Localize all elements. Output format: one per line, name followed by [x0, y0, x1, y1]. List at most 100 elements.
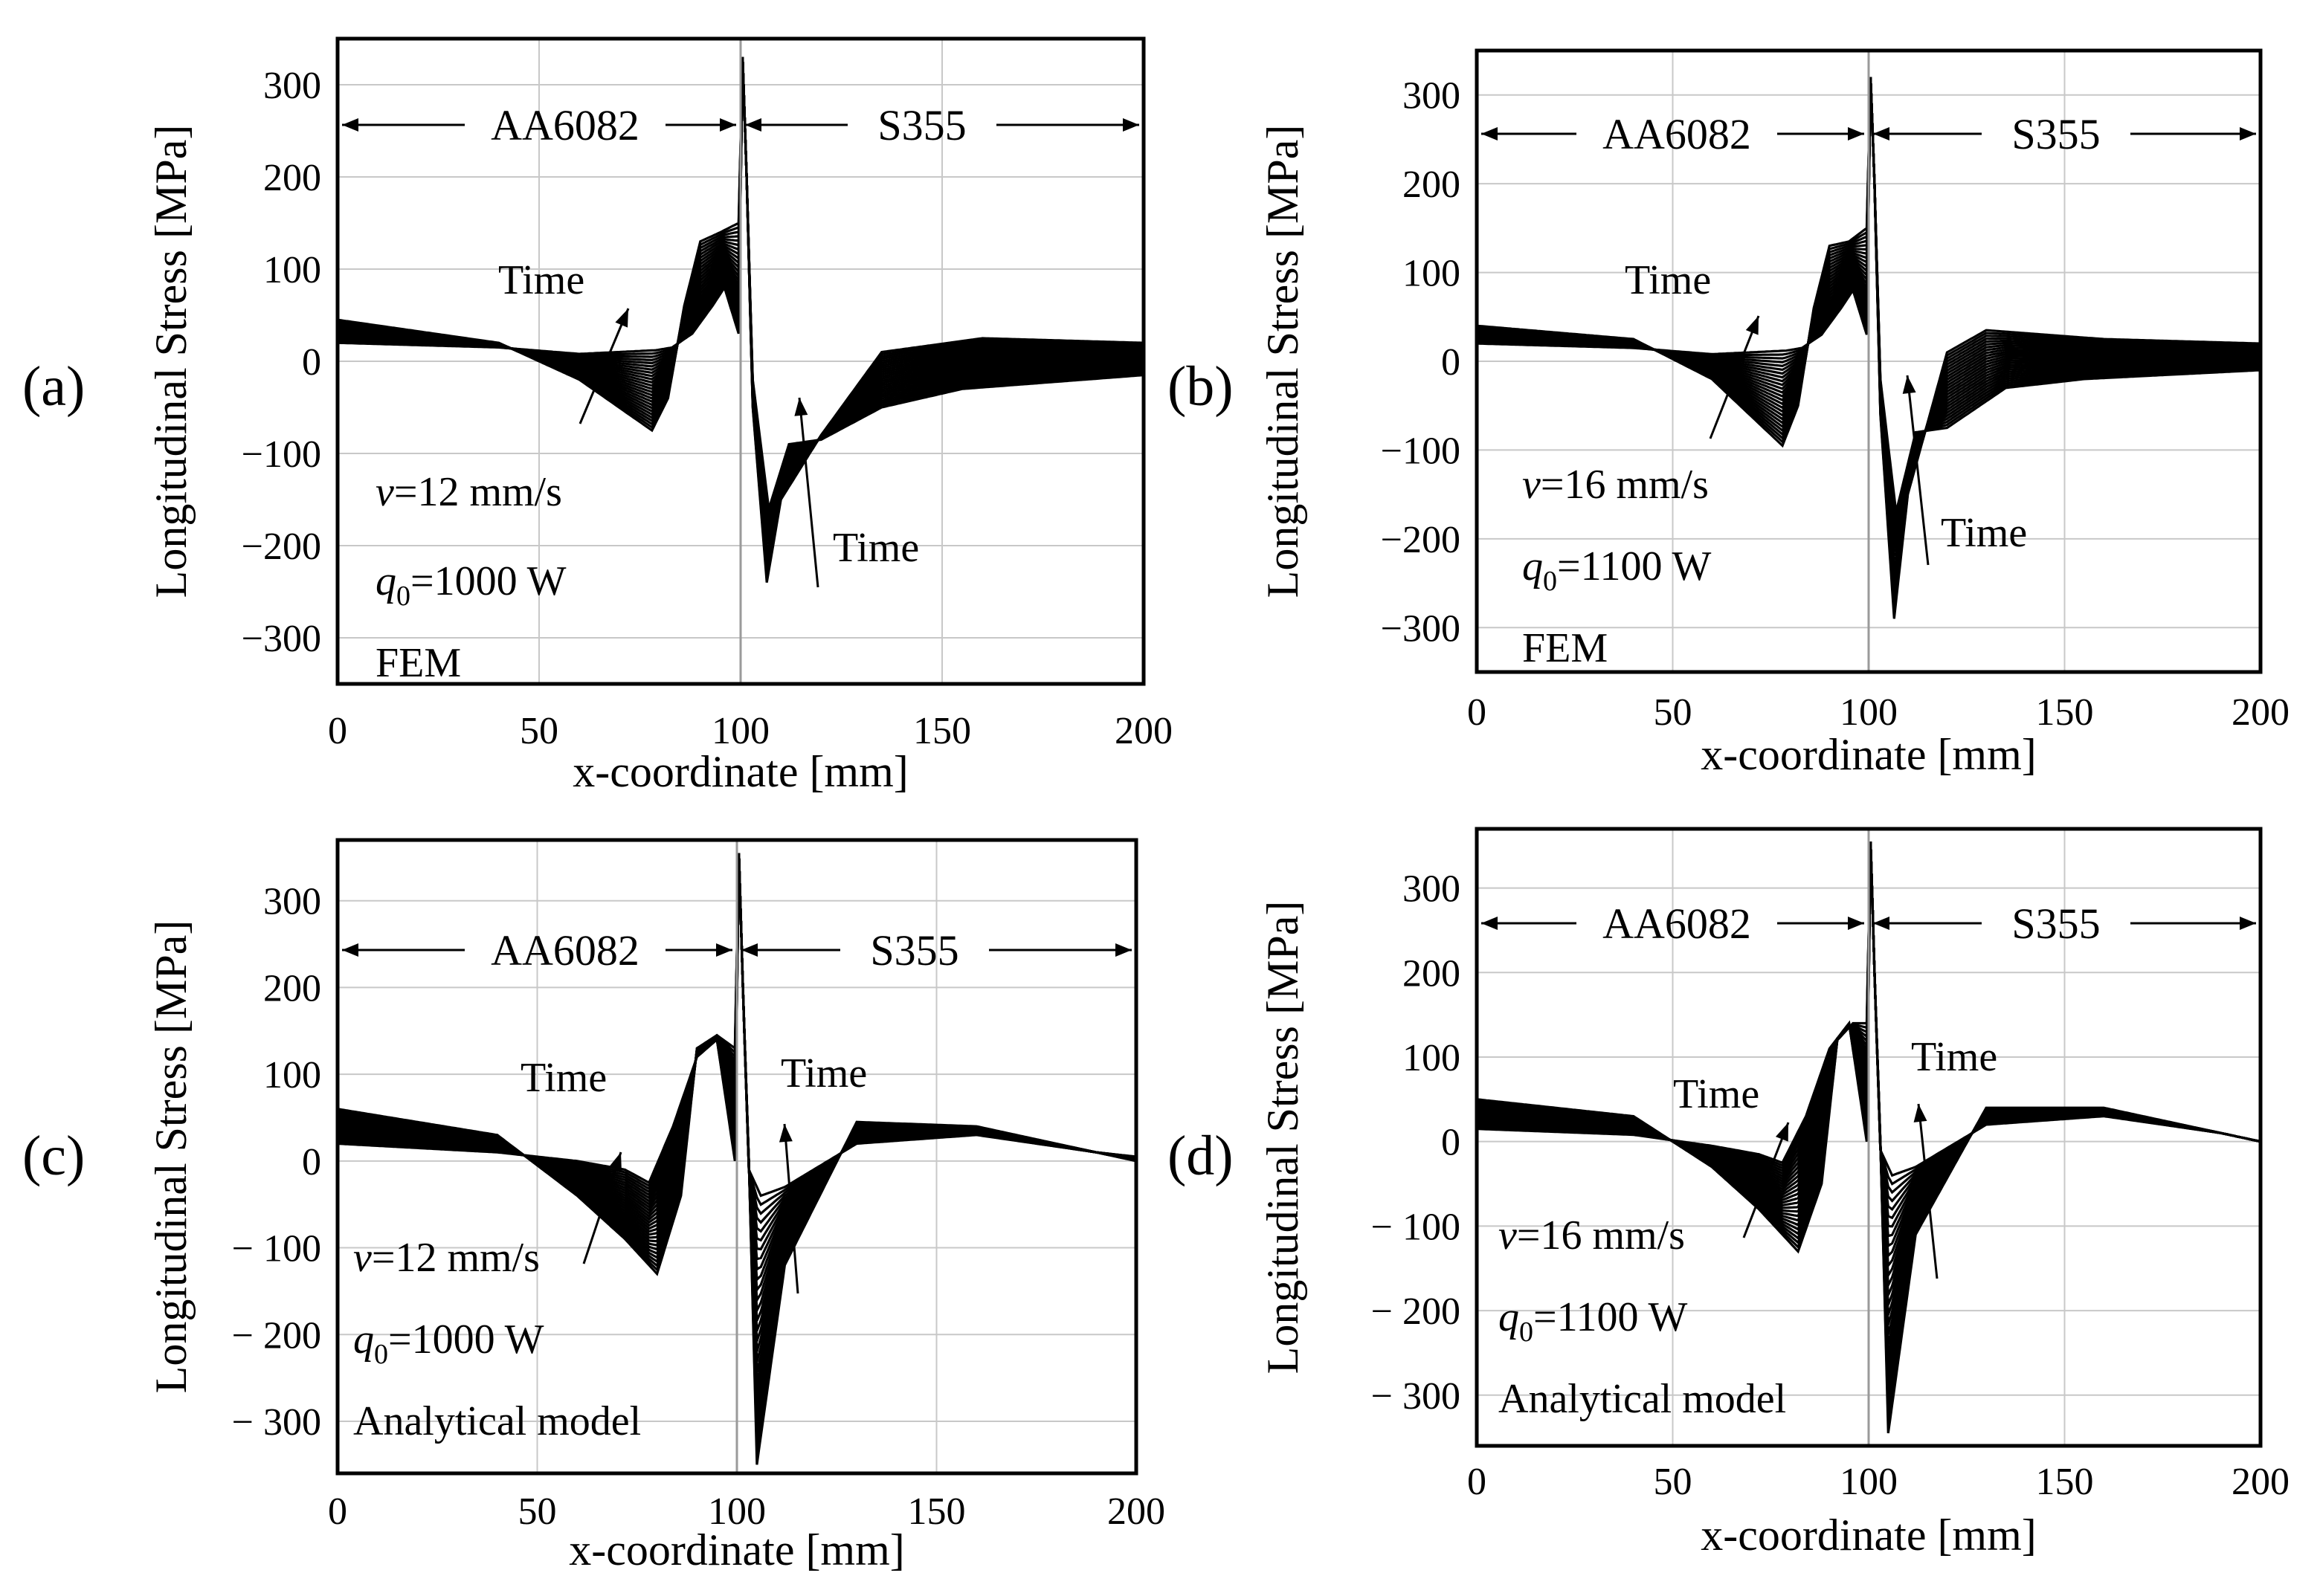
- y-axis-label: Longitudinal Stress [MPa]: [1258, 125, 1307, 598]
- method-label: Analytical model: [353, 1398, 641, 1444]
- y-tick-label: −200: [242, 526, 321, 568]
- power-symbol: q: [353, 1316, 374, 1363]
- x-tick-label: 50: [1654, 691, 1692, 734]
- y-axis-label: Longitudinal Stress [MPa]: [146, 125, 196, 598]
- x-axis-label: x-coordinate [mm]: [1701, 1511, 2037, 1560]
- power-value: =1000 W: [388, 1316, 544, 1363]
- method-label: FEM: [1522, 625, 1608, 671]
- plot-frame: [1475, 827, 2263, 1448]
- x-tick-label: 50: [1654, 1461, 1692, 1503]
- y-tick-label: 300: [263, 65, 321, 107]
- time-arrow-right: [1917, 1103, 1939, 1279]
- velocity-symbol: v: [1498, 1212, 1517, 1259]
- chart-panel-d: (d) 0 50 100 150 200 − 300 − 200 − 100 0 100 200 300…: [1167, 827, 2290, 1560]
- velocity-symbol: v: [1522, 462, 1541, 508]
- y-tick-label: 200: [1402, 952, 1460, 995]
- power-symbol: q: [1522, 543, 1543, 589]
- y-axis-label: Longitudinal Stress [MPa]: [146, 920, 196, 1394]
- region-arrowhead: [720, 118, 736, 132]
- time-label-right: Time: [1941, 510, 2027, 556]
- plot-frame: [335, 36, 1146, 686]
- region-label-left: AA6082: [1602, 899, 1751, 948]
- power-value: =1000 W: [410, 558, 567, 604]
- plot-frame: [335, 838, 1138, 1476]
- region-label-left: AA6082: [491, 926, 639, 975]
- power-value: =1100 W: [1557, 543, 1711, 589]
- plot-frame: [1475, 48, 2263, 674]
- velocity-symbol: v: [376, 469, 394, 515]
- velocity-value: =12 mm/s: [372, 1235, 540, 1281]
- power-value: =1100 W: [1533, 1294, 1687, 1340]
- y-tick-label: − 100: [1371, 1206, 1460, 1248]
- region-arrowhead: [1848, 917, 1864, 930]
- velocity-annotation: v=12 mm/s: [376, 469, 562, 515]
- y-tick-label: 100: [1402, 253, 1460, 295]
- y-tick-label: 0: [1441, 1122, 1460, 1164]
- method-label: FEM: [376, 640, 461, 686]
- time-arrow-righthead: [779, 1124, 793, 1143]
- region-arrowhead: [1873, 917, 1889, 930]
- region-arrowhead: [1123, 118, 1139, 132]
- region-arrowhead: [1873, 127, 1889, 140]
- region-arrowhead: [716, 943, 732, 957]
- chart-panel-b: (b) 0 50 100 150 200 −300 −200 −100 0 100 200 300 x-c…: [1167, 48, 2290, 779]
- x-tick-label: 200: [1107, 1490, 1165, 1533]
- y-tick-label: 0: [1441, 341, 1460, 384]
- region-arrowhead: [1848, 127, 1864, 140]
- x-tick-label: 100: [1840, 1461, 1898, 1503]
- chart-panel-a: (a) 0 50 100 150 200 −300 −200 −100 0 100 200 300 x-c…: [22, 36, 1173, 796]
- region-label-left: AA6082: [1602, 110, 1751, 158]
- time-arrow-right: [1906, 375, 1930, 566]
- velocity-value: =16 mm/s: [1517, 1212, 1685, 1259]
- region-label-right: S355: [870, 926, 958, 975]
- velocity-annotation: v=16 mm/s: [1498, 1212, 1685, 1259]
- y-tick-label: 300: [263, 881, 321, 923]
- time-label-right: Time: [1911, 1034, 1997, 1080]
- power-subscript: 0: [1543, 566, 1557, 597]
- y-tick-label: −300: [242, 618, 321, 660]
- panel-label: (c): [22, 1125, 85, 1187]
- region-arrowhead: [2240, 917, 2256, 930]
- velocity-value: =12 mm/s: [394, 469, 562, 515]
- region-label-left: AA6082: [491, 101, 639, 149]
- region-label-right: S355: [877, 101, 966, 149]
- y-tick-label: − 200: [232, 1314, 321, 1357]
- x-tick-label: 200: [2232, 691, 2290, 734]
- x-tick-label: 150: [913, 710, 971, 752]
- chart-panel-c: (c) 0 50 100 150 200 − 300 − 200 − 100 0 100 200 300…: [22, 838, 1165, 1574]
- x-tick-label: 200: [1115, 710, 1173, 752]
- time-label-right: Time: [781, 1050, 867, 1096]
- region-label-right: S355: [2011, 110, 2100, 158]
- y-tick-label: 100: [1402, 1037, 1460, 1079]
- x-tick-label: 150: [908, 1490, 966, 1533]
- time-arrow-right: [798, 397, 819, 588]
- velocity-value: =16 mm/s: [1541, 462, 1709, 508]
- y-tick-label: − 100: [232, 1228, 321, 1270]
- x-tick-label: 100: [708, 1490, 766, 1533]
- time-arrow-left: [1742, 1122, 1790, 1238]
- time-label-left: Time: [1673, 1071, 1759, 1117]
- x-axis-label: x-coordinate [mm]: [573, 747, 909, 796]
- time-arrow-lefthead: [1775, 1122, 1788, 1142]
- y-tick-label: − 200: [1371, 1290, 1460, 1333]
- time-label-left: Time: [1625, 257, 1711, 303]
- y-tick-label: 0: [302, 1141, 321, 1183]
- y-tick-label: − 300: [232, 1401, 321, 1444]
- x-tick-label: 100: [712, 710, 770, 752]
- power-subscript: 0: [374, 1339, 388, 1370]
- y-tick-label: 200: [263, 967, 321, 1009]
- method-label: Analytical model: [1498, 1376, 1786, 1422]
- panel-label: (b): [1167, 355, 1234, 418]
- y-tick-label: −300: [1381, 607, 1460, 650]
- y-tick-label: − 300: [1371, 1375, 1460, 1418]
- y-tick-label: 300: [1402, 75, 1460, 117]
- time-arrow-left: [579, 308, 630, 424]
- panel-label: (d): [1167, 1125, 1234, 1187]
- x-axis-label: x-coordinate [mm]: [1701, 730, 2037, 779]
- power-symbol: q: [376, 558, 396, 604]
- velocity-annotation: v=16 mm/s: [1522, 462, 1709, 508]
- x-tick-label: 150: [2036, 691, 2094, 734]
- x-tick-label: 0: [1467, 1461, 1486, 1503]
- y-tick-label: 100: [263, 249, 321, 291]
- x-tick-label: 150: [2036, 1461, 2094, 1503]
